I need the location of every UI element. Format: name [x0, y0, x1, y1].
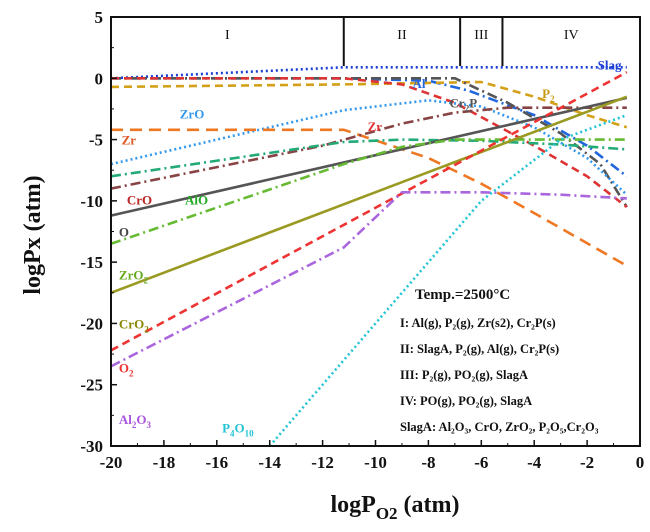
- x-tick-label: -4: [527, 453, 542, 472]
- line-label: O: [119, 224, 129, 239]
- line-label: Slag: [598, 58, 622, 73]
- y-tick-label: -25: [80, 376, 103, 395]
- series-p2: [111, 80, 628, 129]
- series-al2o3: [111, 191, 627, 368]
- x-tick-label: -16: [205, 453, 228, 472]
- region-label: I: [225, 28, 230, 43]
- x-tick-label: -10: [364, 453, 387, 472]
- series-zro: [111, 98, 628, 196]
- annotation-line: IV: PO(g), PO₂(g), SlagA: [400, 394, 532, 408]
- annotation-line: III: P₂(g), PO₂(g), SlagA: [400, 368, 528, 382]
- line-label: Zr: [122, 132, 137, 147]
- y-tick-label: 5: [95, 8, 104, 27]
- y-tick-label: -15: [80, 253, 103, 272]
- annotation-line: I: Al(g), P₂(g), Zr(s2), Cr₂P(s): [400, 316, 556, 330]
- x-tick-label: 0: [636, 453, 645, 472]
- line-label: P4O10: [222, 421, 254, 439]
- series-o2: [111, 71, 628, 352]
- axis-ticks: -20 -18 -16 -14 -12 -10 -8 -6 -4 -2 050-5-10-15-20…: [80, 8, 644, 472]
- y-tick-label: -5: [89, 131, 103, 150]
- line-label: CrO2: [119, 316, 149, 334]
- series-zr-dashed-: [111, 128, 628, 267]
- y-tick-label: -20: [80, 314, 103, 333]
- line-labels: Slag Al Cr2P P2 Zr ZrO Zr CrO AlO O ZrO2 CrO2 O2 Al2O…: [119, 58, 622, 439]
- line-label: Al2O3: [119, 412, 152, 430]
- series-zro2: [111, 138, 627, 246]
- series-cro2: [111, 95, 628, 295]
- series-alo: [111, 138, 627, 178]
- region-label: IV: [564, 28, 579, 43]
- x-axis-label: logPO2 (atm): [330, 492, 459, 523]
- line-label: Zr: [368, 119, 383, 134]
- line-label: ZrO: [180, 107, 205, 122]
- line-label: Cr2P: [450, 96, 478, 114]
- x-tick-label: -12: [311, 453, 334, 472]
- x-tick-label: -20: [100, 453, 123, 472]
- y-tick-label: -10: [80, 192, 103, 211]
- line-label: AlO: [185, 193, 208, 208]
- region-label: III: [474, 28, 488, 43]
- x-tick-label: -6: [474, 453, 488, 472]
- region-label: II: [397, 28, 407, 43]
- line-label: CrO: [127, 193, 152, 208]
- series-slag: [111, 66, 627, 80]
- series-cro: [111, 106, 627, 190]
- y-tick-label: 0: [95, 69, 104, 88]
- region-dividers: I II III IV: [225, 17, 579, 67]
- series-al: [111, 77, 628, 178]
- series-lines: [111, 66, 628, 446]
- line-label: Al: [413, 76, 426, 91]
- line-label: P2: [542, 86, 555, 104]
- annotation-line: II: SlagA, P₂(g), Al(g), Cr₂P(s): [400, 342, 559, 356]
- line-label: ZrO2: [119, 267, 149, 285]
- series-cr2p: [111, 77, 628, 208]
- x-tick-label: -8: [421, 453, 435, 472]
- annotation-line: SlagA: Al₂O₃, CrO, ZrO₂, P₂O₅,Cr₂O₃: [400, 420, 599, 434]
- x-tick-label: -18: [153, 453, 176, 472]
- annotation-box: Temp.=2500°C I: Al(g), P₂(g), Zr(s2), Cr…: [400, 287, 599, 434]
- series-zr: [111, 77, 628, 209]
- annotation-title: Temp.=2500°C: [415, 287, 510, 303]
- line-label: O2: [119, 360, 134, 378]
- y-axis-label: logPx (atm): [20, 175, 46, 294]
- x-tick-label: -14: [258, 453, 281, 472]
- x-tick-label: -2: [580, 453, 594, 472]
- y-tick-label: -30: [80, 437, 103, 456]
